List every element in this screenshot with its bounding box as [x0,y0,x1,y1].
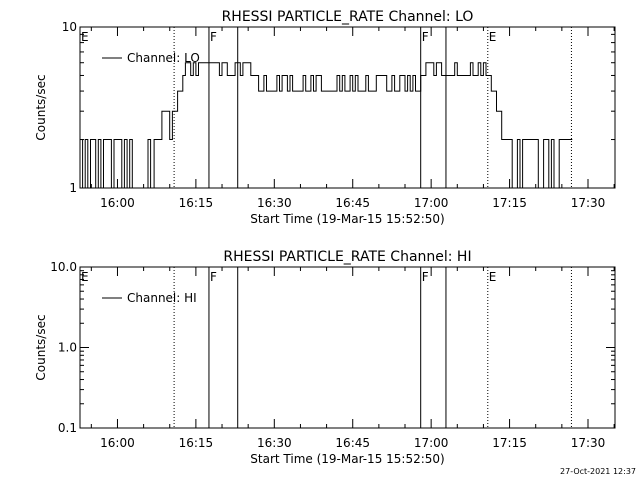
y-tick-label: 1 [69,181,77,195]
x-tick-label: 16:45 [335,436,370,450]
event-marker-label: E [81,270,89,284]
x-tick-label: 17:30 [571,196,606,210]
legend-label: Channel: HI [127,291,197,305]
x-tick-label: 17:00 [414,436,449,450]
chart-title: RHESSI PARTICLE_RATE Channel: HI [223,249,471,265]
x-tick-label: 17:15 [492,436,527,450]
x-tick-label: 17:30 [571,436,606,450]
x-tick-label: 16:15 [179,196,214,210]
y-axis-label: Counts/sec [34,74,48,140]
chart-panel-lo: RHESSI PARTICLE_RATE Channel: LO Start Ti… [34,9,616,226]
x-axis-label: Start Time (19-Mar-15 15:52:50) [250,452,444,466]
event-marker-label: E [81,30,89,44]
x-tick-label: 16:45 [335,196,370,210]
x-tick-label: 16:15 [179,436,214,450]
chart-panel-hi: RHESSI PARTICLE_RATE Channel: HI Start Ti… [34,249,616,466]
y-tick-label: 10 [62,20,77,34]
event-marker-label: E [489,270,497,284]
y-axis-label: Counts/sec [34,314,48,380]
x-tick-label: 16:30 [257,196,292,210]
y-tick-label: 1.0 [58,341,77,355]
chart-title: RHESSI PARTICLE_RATE Channel: LO [222,9,474,25]
x-tick-label: 17:15 [492,196,527,210]
series-line [80,62,573,189]
x-tick-label: 16:00 [100,196,135,210]
y-tick-label: 10.0 [50,260,77,274]
event-marker-label: F [422,30,429,44]
event-marker-label: F [210,30,217,44]
plot-frame [79,26,616,189]
x-tick-label: 16:00 [100,436,135,450]
event-marker-label: F [422,270,429,284]
x-tick-label: 17:00 [414,196,449,210]
event-marker-label: F [210,270,217,284]
generation-timestamp: 27-Oct-2021 12:37 [560,467,636,476]
x-tick-label: 16:30 [257,436,292,450]
legend-label: Channel: LO [127,51,200,65]
y-tick-label: 0.1 [58,421,77,435]
event-marker-label: E [489,30,497,44]
x-axis-label: Start Time (19-Mar-15 15:52:50) [250,212,444,226]
